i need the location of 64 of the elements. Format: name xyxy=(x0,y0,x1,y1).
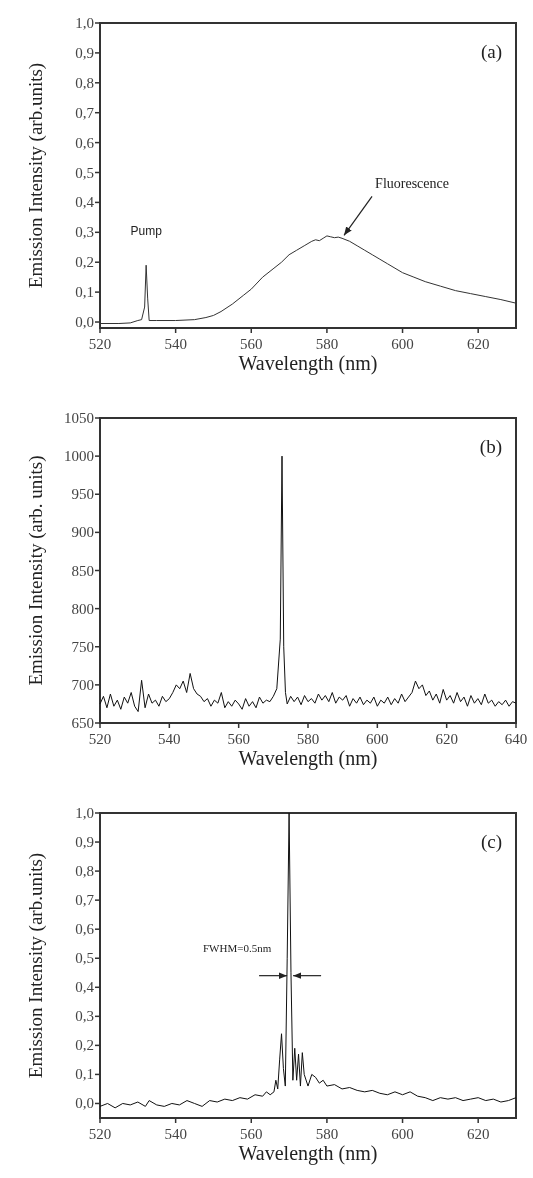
y-tick-label: 700 xyxy=(71,676,94,693)
x-tick-label: 560 xyxy=(227,731,250,747)
x-tick-label: 600 xyxy=(391,1126,414,1142)
y-axis-title: Emission Intensity (arb.units) xyxy=(25,62,47,289)
y-tick-label: 0,0 xyxy=(75,1095,94,1112)
y-tick-label: 0,0 xyxy=(75,314,94,331)
x-tick-label: 560 xyxy=(240,1126,263,1142)
y-tick-label: 0,9 xyxy=(75,44,94,61)
x-tick-label: 620 xyxy=(435,731,458,747)
annotation: Pump xyxy=(130,224,163,239)
x-axis-title: Wavelength (nm) xyxy=(238,352,378,375)
y-tick-label: 0,2 xyxy=(75,1037,94,1054)
annotation: (b) xyxy=(479,436,502,458)
y-tick-label: 650 xyxy=(71,715,94,731)
y-tick-label: 0,6 xyxy=(75,921,95,938)
x-tick-label: 600 xyxy=(366,731,389,747)
x-tick-label: 520 xyxy=(88,1126,112,1142)
y-tick-label: 950 xyxy=(71,486,94,503)
annotation: (c) xyxy=(480,831,502,853)
x-tick-label: 540 xyxy=(158,731,181,747)
y-tick-label: 1050 xyxy=(64,410,94,426)
y-tick-label: 0,4 xyxy=(75,194,95,211)
y-tick-label: 0,1 xyxy=(75,1066,94,1083)
y-axis-title: Emission Intensity (arb. units) xyxy=(25,455,47,686)
x-tick-label: 600 xyxy=(391,336,414,352)
y-tick-label: 0,3 xyxy=(75,224,94,241)
y-tick-label: 1000 xyxy=(64,448,94,465)
y-tick-label: 0,8 xyxy=(75,74,94,91)
x-tick-label: 560 xyxy=(240,336,263,352)
y-tick-label: 0,4 xyxy=(75,979,95,996)
y-axis-title: Emission Intensity (arb.units) xyxy=(25,852,47,1079)
x-tick-label: 520 xyxy=(88,336,112,352)
x-tick-label: 580 xyxy=(315,336,339,352)
y-tick-label: 0,8 xyxy=(75,863,94,880)
line-series xyxy=(99,455,517,713)
y-tick-label: 0,2 xyxy=(75,254,94,271)
y-tick-label: 800 xyxy=(71,600,94,617)
y-tick-label: 750 xyxy=(71,638,94,655)
y-tick-label: 0,6 xyxy=(75,134,95,151)
y-tick-label: 900 xyxy=(71,524,94,541)
x-axis-title: Wavelength (nm) xyxy=(238,747,378,770)
y-tick-label: 1,0 xyxy=(75,15,94,31)
x-tick-label: 540 xyxy=(164,336,187,352)
y-tick-label: 850 xyxy=(71,562,94,579)
y-tick-label: 0,9 xyxy=(75,834,94,851)
y-tick-label: 0,7 xyxy=(75,892,95,909)
x-axis-title: Wavelength (nm) xyxy=(238,1142,378,1165)
x-tick-label: 620 xyxy=(466,336,490,352)
y-tick-label: 0,3 xyxy=(75,1008,94,1025)
y-tick-label: 1,0 xyxy=(75,805,94,821)
y-tick-label: 0,7 xyxy=(75,104,95,121)
annotation: FWHM=0.5nm xyxy=(202,941,272,954)
x-tick-label: 580 xyxy=(315,1126,339,1142)
y-tick-label: 0,5 xyxy=(75,164,94,181)
x-tick-label: 540 xyxy=(164,1126,187,1142)
y-tick-label: 0,1 xyxy=(75,284,94,301)
x-tick-label: 620 xyxy=(466,1126,490,1142)
x-tick-label: 580 xyxy=(296,731,320,747)
x-tick-label: 640 xyxy=(504,731,528,747)
x-tick-label: 520 xyxy=(88,731,112,747)
annotation: (a) xyxy=(480,41,502,63)
line-series xyxy=(99,812,517,1109)
annotation: Fluorescence xyxy=(375,176,449,192)
y-tick-label: 0,5 xyxy=(75,950,94,967)
